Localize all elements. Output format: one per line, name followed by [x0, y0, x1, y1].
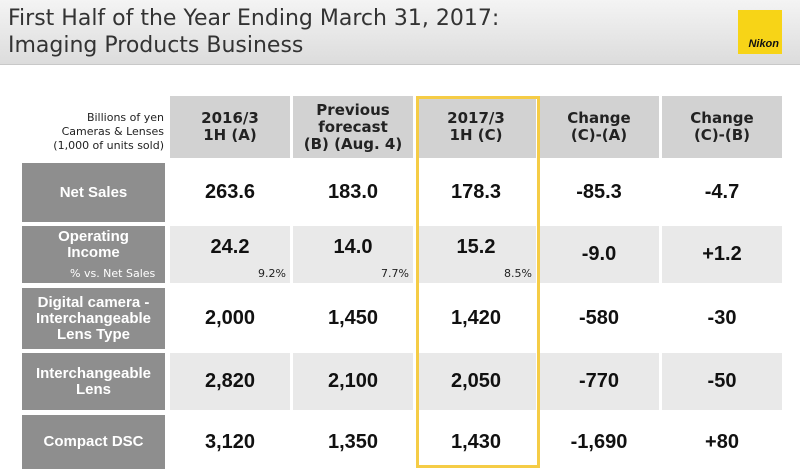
- column-header: 2016/3 1H (A): [170, 96, 290, 158]
- header-line: 1H (A): [203, 126, 257, 144]
- unit-note: Cameras & Lenses: [61, 125, 164, 138]
- value-cell: -9.0: [539, 226, 659, 283]
- value: +1.2: [702, 243, 742, 265]
- value: -50: [707, 370, 737, 392]
- value-cell: 3,120: [170, 415, 290, 469]
- value: -85.3: [576, 181, 622, 203]
- value-cell: 2,050: [416, 353, 536, 410]
- header-line: Previous: [316, 100, 390, 119]
- title-line: First Half of the Year Ending March 31, …: [8, 6, 500, 31]
- row-label: Compact DSC: [22, 415, 165, 469]
- value-cell: -1,690: [539, 415, 659, 469]
- value: -580: [578, 307, 620, 329]
- value-cell: -4.7: [662, 163, 782, 222]
- value: -1,690: [570, 430, 628, 453]
- row-label: Net Sales: [22, 163, 165, 222]
- sub-value: 7.7%: [381, 267, 409, 280]
- value: 15.2: [456, 236, 496, 258]
- value-cell: 15.2: [416, 226, 536, 283]
- label-line: Net Sales: [59, 183, 128, 201]
- row-label: Operating Income: [22, 226, 165, 283]
- value: -9.0: [581, 243, 617, 265]
- row-label: Interchangeable Lens: [22, 353, 165, 410]
- value-cell: 14.0: [293, 226, 413, 283]
- value: 263.6: [204, 181, 256, 203]
- value: -4.7: [704, 181, 740, 203]
- header-line: Change: [567, 109, 631, 127]
- header-line: 1H (C): [449, 126, 503, 144]
- label-line: Lens Type: [56, 325, 131, 343]
- sub-value: 9.2%: [258, 267, 286, 280]
- header-line: (C)-(B): [693, 126, 751, 144]
- value-cell: 178.3: [416, 163, 536, 222]
- value-cell: -85.3: [539, 163, 659, 222]
- value-cell: 2,820: [170, 353, 290, 410]
- value: 24.2: [210, 236, 250, 258]
- value: 1,450: [327, 307, 379, 329]
- value: 1,420: [450, 307, 502, 329]
- value: 1,430: [450, 430, 502, 453]
- value-cell: 2,100: [293, 353, 413, 410]
- highlight-box: [416, 96, 540, 468]
- value-cell: 1,350: [293, 415, 413, 469]
- value-cell: 24.2: [170, 226, 290, 283]
- column-header: Previous forecast (B) (Aug. 4): [293, 96, 413, 158]
- value-cell: 183.0: [293, 163, 413, 222]
- value: 2,820: [204, 370, 256, 392]
- value-cell: 1,430: [416, 415, 536, 469]
- value: 2,050: [450, 370, 502, 392]
- header-line: (B) (Aug. 4): [303, 134, 403, 153]
- header-line: Change: [690, 109, 754, 127]
- value: 14.0: [333, 236, 373, 258]
- unit-note: (1,000 of units sold): [53, 139, 164, 152]
- value: -30: [707, 307, 737, 329]
- value: 2,000: [204, 307, 256, 329]
- column-header: Change (C)-(A): [539, 96, 659, 158]
- value: 1,350: [327, 430, 379, 453]
- header-bar: [0, 0, 800, 65]
- value-cell: +1.2: [662, 226, 782, 283]
- label-line: Compact DSC: [43, 433, 144, 450]
- value: 3,120: [204, 430, 256, 453]
- row-label: Digital camera - Interchangeable Lens Type: [22, 288, 165, 349]
- title-line: Imaging Products Business: [8, 33, 304, 58]
- column-header: 2017/3 1H (C): [416, 96, 536, 158]
- label-line: Interchangeable: [35, 364, 152, 382]
- value-cell: +80: [662, 415, 782, 469]
- value: 178.3: [450, 181, 502, 203]
- value: -770: [578, 370, 620, 392]
- sub-value: 8.5%: [504, 267, 532, 280]
- logo: Nikon: [738, 10, 782, 54]
- value: 183.0: [327, 181, 379, 203]
- value-cell: -50: [662, 353, 782, 410]
- value-cell: -30: [662, 288, 782, 349]
- value-cell: -770: [539, 353, 659, 410]
- label-line: Interchangeable: [35, 309, 152, 327]
- unit-note: Billions of yen: [86, 111, 164, 124]
- sub-label: % vs. Net Sales: [70, 267, 156, 280]
- column-header: Change (C)-(B): [662, 96, 782, 158]
- label-line: Operating: [58, 228, 129, 245]
- value-cell: 2,000: [170, 288, 290, 349]
- label-line: Lens: [75, 380, 111, 398]
- value-cell: 1,450: [293, 288, 413, 349]
- label-line: Income: [67, 244, 120, 261]
- value-cell: 1,420: [416, 288, 536, 349]
- value-cell: -580: [539, 288, 659, 349]
- label-line: Digital camera -: [37, 293, 150, 311]
- value: 2,100: [327, 370, 379, 392]
- value-cell: 263.6: [170, 163, 290, 222]
- header-line: 2016/3: [201, 109, 259, 127]
- header-line: 2017/3: [447, 109, 505, 127]
- header-line: forecast: [318, 117, 388, 136]
- header-line: (C)-(A): [570, 126, 628, 144]
- value: +80: [705, 430, 739, 453]
- logo-text: Nikon: [748, 38, 779, 50]
